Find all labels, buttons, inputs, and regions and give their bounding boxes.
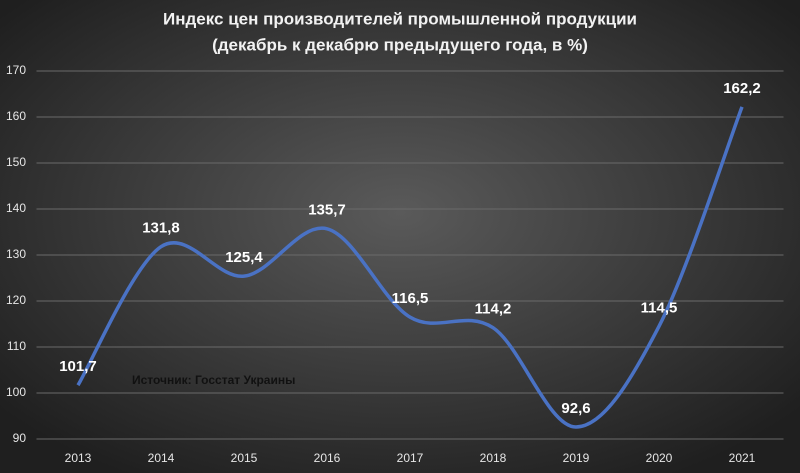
chart-title: Индекс цен производителей промышленной п… (163, 9, 637, 28)
data-line (76, 106, 744, 429)
data-label: 131,8 (142, 220, 180, 237)
y-tick-label: 140 (6, 201, 26, 215)
y-tick-label: 160 (6, 109, 26, 123)
y-tick-label: 150 (6, 155, 26, 169)
x-tick-label: 2019 (563, 451, 590, 465)
data-label: 92,6 (561, 400, 590, 417)
data-label: 125,4 (225, 249, 263, 266)
y-tick-label: 110 (7, 339, 26, 353)
x-tick-label: 2017 (397, 451, 424, 465)
x-tick-label: 2021 (729, 451, 756, 465)
data-label: 114,2 (475, 301, 512, 318)
data-label: 162,2 (723, 80, 761, 97)
source-note: Источник: Госстат Украины (132, 373, 295, 387)
x-tick-label: 2016 (314, 451, 341, 465)
x-tick-label: 2020 (646, 451, 673, 465)
data-label: 114,5 (641, 299, 678, 316)
y-tick-label: 90 (13, 431, 27, 445)
x-tick-label: 2013 (65, 451, 92, 465)
data-label: 135,7 (308, 202, 346, 219)
x-tick-label: 2014 (148, 451, 175, 465)
chart-subtitle: (декабрь к декабрю предыдущего года, в %… (212, 35, 588, 54)
x-tick-label: 2018 (480, 451, 507, 465)
x-tick-label: 2015 (231, 451, 258, 465)
data-label: 101,7 (59, 358, 97, 375)
y-tick-label: 170 (6, 63, 26, 77)
y-tick-label: 100 (6, 385, 26, 399)
data-label: 116,5 (392, 290, 429, 307)
y-tick-label: 120 (6, 293, 26, 307)
y-tick-label: 130 (6, 247, 26, 261)
